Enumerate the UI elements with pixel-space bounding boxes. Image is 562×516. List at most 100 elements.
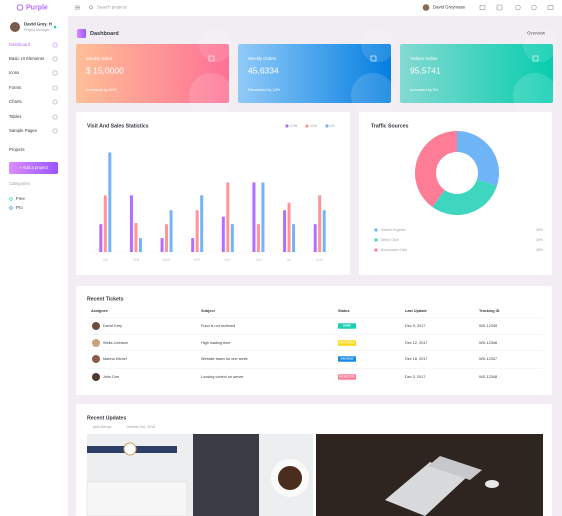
- brand[interactable]: Purple: [26, 4, 48, 11]
- card-title: Weekly Orders: [248, 56, 276, 61]
- legend-dot: [374, 228, 378, 232]
- tickets-title: Recent Tickets: [87, 296, 124, 302]
- category-item[interactable]: Pro: [16, 205, 23, 210]
- menu-icon: [52, 85, 58, 91]
- ticket-cell: Marina Michel: [103, 357, 127, 361]
- card-title: Visitors Online: [410, 56, 438, 61]
- menu-toggle[interactable]: [75, 5, 80, 10]
- ticket-cell: Fund is not recieved: [201, 324, 235, 328]
- status-label: DONE: [343, 324, 351, 328]
- legend-label: Bookmarks Click: [381, 248, 407, 252]
- bar: [256, 224, 260, 252]
- user-avatar: [422, 4, 430, 11]
- search-input[interactable]: Search projects: [97, 5, 127, 10]
- ticket-cell: WD-12346: [479, 341, 497, 345]
- menu-icon: [52, 42, 58, 48]
- column-header: Status: [338, 309, 350, 313]
- menu-item[interactable]: Icons: [9, 70, 19, 75]
- card-value: 45,6334: [248, 65, 279, 75]
- ticket-cell: Dec 16, 2017: [405, 357, 428, 361]
- chart-title: Visit And Sales Statistics: [87, 123, 149, 129]
- column-header: Subject: [201, 309, 215, 313]
- menu-item[interactable]: Charts: [9, 99, 22, 104]
- logo-icon: [16, 4, 24, 11]
- card-decoration: [199, 28, 233, 62]
- bar: [287, 202, 291, 252]
- card-decoration: [189, 73, 233, 117]
- assignee-avatar: [92, 355, 100, 363]
- status-label: ON HOLD: [341, 357, 354, 361]
- menu-item[interactable]: Sample Pages: [9, 128, 37, 133]
- bar: [200, 195, 204, 252]
- menu-icon: [52, 128, 58, 134]
- x-tick-label: MAY: [224, 258, 232, 262]
- categories-heading: Categories: [9, 181, 30, 186]
- bell-icon[interactable]: [515, 4, 521, 11]
- navbar: [0, 0, 562, 16]
- chart-title: Traffic Sources: [371, 123, 409, 129]
- card-icon: [532, 55, 539, 62]
- category-item[interactable]: Free: [16, 196, 25, 201]
- card-decoration: [361, 28, 395, 62]
- page-title: Dashboard: [90, 31, 119, 37]
- fullscreen-icon[interactable]: [479, 5, 486, 10]
- search-icon: [89, 5, 93, 10]
- power-icon[interactable]: [531, 4, 537, 11]
- ticket-cell: High loading time: [201, 341, 230, 345]
- column-header: Tracking ID: [479, 309, 500, 313]
- donut-segment: [415, 131, 457, 207]
- profile-avatar: [10, 22, 20, 32]
- donut-segment: [432, 179, 497, 215]
- ticket-cell: Dec 3, 2017: [405, 375, 425, 379]
- status-label: PROGRESS: [339, 341, 355, 345]
- ticket-cell: WD-12345: [479, 324, 497, 328]
- legend-value: 30%: [536, 228, 543, 232]
- card-decoration: [351, 73, 395, 117]
- ticket-cell: Stella Johnson: [103, 341, 128, 345]
- menu-item[interactable]: Dashboard: [9, 42, 31, 47]
- page-icon: [77, 29, 86, 38]
- menu-item[interactable]: Tables: [9, 114, 21, 119]
- legend-dot: [374, 248, 378, 252]
- ticket-cell: Dec 5, 2017: [405, 324, 425, 328]
- x-tick-label: FEB: [133, 258, 139, 262]
- bar: [103, 195, 107, 252]
- stat-card: [238, 44, 391, 103]
- menu-icon: [52, 56, 58, 62]
- legend-dot: [325, 124, 329, 128]
- add-project-label[interactable]: + Add a project: [19, 165, 49, 170]
- card-title: Weekly Sales: [86, 56, 112, 61]
- x-tick-label: JUL: [286, 258, 292, 262]
- assignee-avatar: [92, 339, 100, 347]
- bar: [191, 238, 195, 252]
- card-note: Increased by 5%: [410, 88, 439, 92]
- legend-label: USA: [310, 124, 318, 128]
- bar: [252, 182, 256, 252]
- mail-icon[interactable]: [496, 4, 503, 11]
- legend-label: Direct Click: [381, 238, 399, 242]
- card-decoration: [513, 73, 557, 117]
- category-dot: [9, 206, 13, 210]
- bar: [169, 210, 173, 252]
- card-note: Decreased by 10%: [248, 88, 281, 92]
- settings-icon[interactable]: [547, 5, 554, 10]
- bar: [283, 210, 287, 252]
- card-icon: [208, 55, 215, 62]
- legend-value: 30%: [536, 238, 543, 242]
- assignee-avatar: [92, 373, 100, 381]
- column-header: Last Update: [405, 309, 427, 313]
- card-value: $ 15,0000: [86, 65, 124, 75]
- legend-dot: [285, 124, 289, 128]
- ticket-cell: David Grey: [103, 324, 122, 328]
- sidebar: [0, 0, 68, 516]
- bar: [226, 182, 230, 252]
- status-label: REJECTED: [340, 375, 355, 379]
- overview-link[interactable]: Overview: [527, 31, 546, 36]
- add-project-button[interactable]: [9, 162, 58, 174]
- update-image-desk: [86, 434, 313, 516]
- user-name[interactable]: David Greymaax: [433, 5, 466, 10]
- bar: [160, 238, 164, 252]
- menu-item[interactable]: Basic UI Elements: [9, 56, 44, 61]
- menu-item[interactable]: Forms: [9, 85, 21, 90]
